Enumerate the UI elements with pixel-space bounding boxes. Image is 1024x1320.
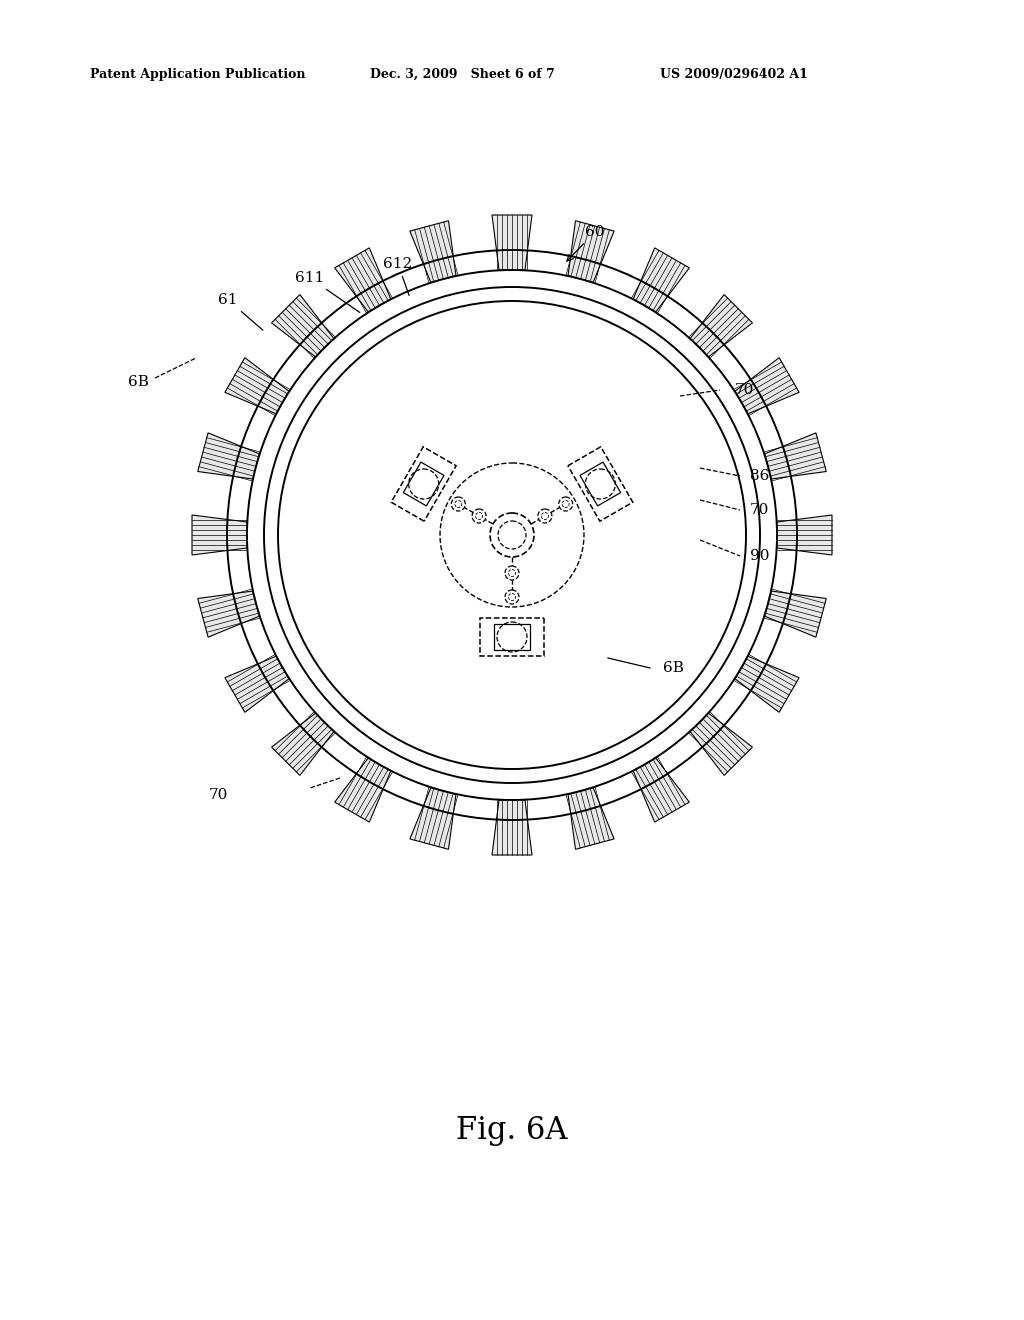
- Polygon shape: [633, 758, 689, 822]
- Circle shape: [505, 566, 519, 579]
- Polygon shape: [225, 656, 289, 713]
- Text: 612: 612: [383, 257, 413, 296]
- Circle shape: [559, 498, 572, 511]
- Polygon shape: [777, 515, 831, 554]
- Polygon shape: [735, 656, 799, 713]
- Polygon shape: [735, 358, 799, 413]
- Polygon shape: [198, 591, 259, 638]
- Polygon shape: [765, 591, 826, 638]
- Polygon shape: [580, 462, 621, 506]
- Polygon shape: [271, 713, 334, 775]
- Text: 6B: 6B: [128, 375, 148, 389]
- Polygon shape: [335, 758, 391, 822]
- Circle shape: [472, 510, 486, 523]
- Polygon shape: [568, 446, 633, 521]
- Text: 611: 611: [295, 271, 359, 313]
- Polygon shape: [690, 294, 753, 356]
- Polygon shape: [271, 294, 334, 356]
- Text: Dec. 3, 2009   Sheet 6 of 7: Dec. 3, 2009 Sheet 6 of 7: [370, 69, 555, 81]
- Polygon shape: [391, 446, 456, 521]
- Text: 70: 70: [208, 788, 227, 803]
- Text: 60: 60: [567, 224, 605, 261]
- Polygon shape: [690, 713, 753, 775]
- Polygon shape: [480, 618, 544, 656]
- Text: 61: 61: [218, 293, 263, 330]
- Text: Patent Application Publication: Patent Application Publication: [90, 69, 305, 81]
- Text: 86: 86: [750, 469, 769, 483]
- Polygon shape: [193, 515, 247, 554]
- Polygon shape: [198, 433, 259, 479]
- Text: Fig. 6A: Fig. 6A: [457, 1114, 567, 1146]
- Polygon shape: [568, 220, 614, 282]
- Polygon shape: [410, 788, 456, 849]
- Polygon shape: [410, 220, 456, 282]
- Polygon shape: [765, 433, 826, 479]
- Polygon shape: [335, 248, 391, 312]
- Circle shape: [505, 590, 519, 605]
- Circle shape: [452, 498, 465, 511]
- Text: 6B: 6B: [663, 661, 684, 675]
- Text: 70: 70: [750, 503, 769, 517]
- Polygon shape: [403, 462, 444, 506]
- Polygon shape: [568, 788, 614, 849]
- Polygon shape: [225, 358, 289, 413]
- Text: 70: 70: [735, 383, 755, 397]
- Polygon shape: [492, 215, 532, 271]
- Text: 90: 90: [750, 549, 769, 564]
- Polygon shape: [633, 248, 689, 312]
- Text: US 2009/0296402 A1: US 2009/0296402 A1: [660, 69, 808, 81]
- Circle shape: [538, 510, 552, 523]
- Polygon shape: [495, 624, 529, 651]
- Circle shape: [490, 513, 534, 557]
- Polygon shape: [492, 800, 532, 855]
